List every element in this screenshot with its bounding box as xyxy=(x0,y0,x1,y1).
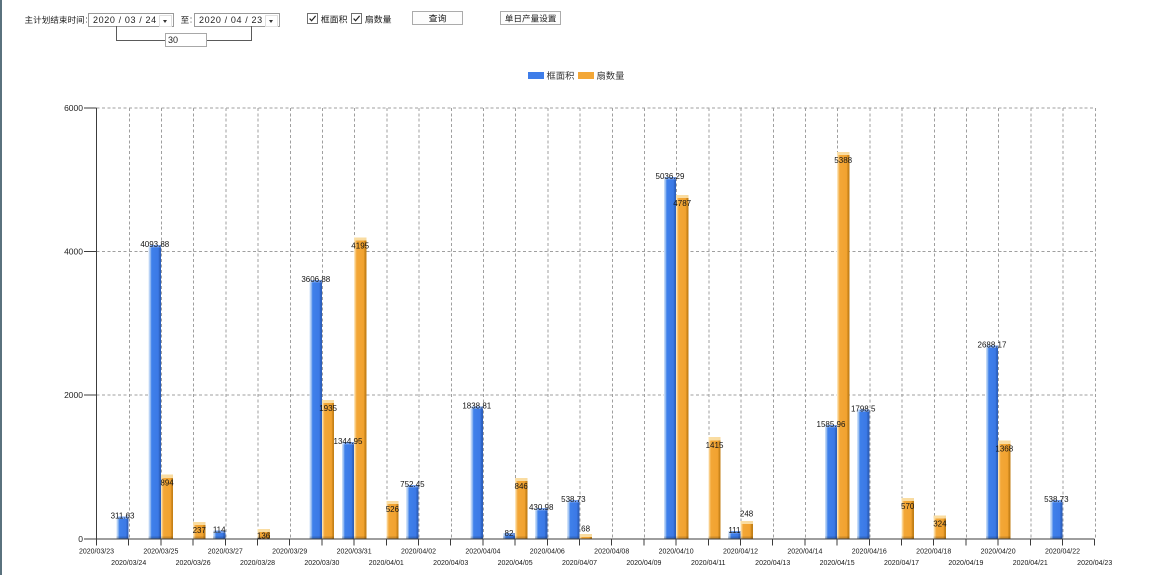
svg-text:2020/04/16: 2020/04/16 xyxy=(852,548,887,555)
svg-text:324: 324 xyxy=(933,520,947,529)
svg-text:4000: 4000 xyxy=(64,247,83,257)
svg-text:5036.29: 5036.29 xyxy=(656,172,685,181)
svg-text:2020/04/10: 2020/04/10 xyxy=(659,548,694,555)
svg-text:2020/04/08: 2020/04/08 xyxy=(594,548,629,555)
svg-text:2020/04/21: 2020/04/21 xyxy=(1013,560,1048,567)
svg-text:2020/04/04: 2020/04/04 xyxy=(465,548,500,555)
svg-text:2020/04/18: 2020/04/18 xyxy=(916,548,951,555)
svg-text:311.63: 311.63 xyxy=(111,511,135,520)
svg-text:538.73: 538.73 xyxy=(1044,495,1069,504)
svg-text:2020/04/03: 2020/04/03 xyxy=(433,560,468,567)
svg-text:1585.96: 1585.96 xyxy=(817,420,846,429)
svg-text:2020/04/17: 2020/04/17 xyxy=(884,560,919,567)
svg-text:526: 526 xyxy=(386,505,400,514)
svg-text:2020/04/23: 2020/04/23 xyxy=(1077,560,1112,567)
svg-text:2020/04/13: 2020/04/13 xyxy=(755,560,790,567)
svg-text:2000: 2000 xyxy=(64,390,83,400)
svg-text:2020/04/02: 2020/04/02 xyxy=(401,548,436,555)
svg-text:6000: 6000 xyxy=(64,103,83,113)
svg-text:237: 237 xyxy=(193,526,207,535)
svg-text::: : xyxy=(190,15,193,25)
svg-text:1798.5: 1798.5 xyxy=(851,405,876,414)
svg-text:82: 82 xyxy=(505,529,514,538)
svg-text:2020/03/28: 2020/03/28 xyxy=(240,560,275,567)
svg-text:2020/03/29: 2020/03/29 xyxy=(272,548,307,555)
svg-text:2688.17: 2688.17 xyxy=(978,341,1007,350)
svg-text:2020/04/01: 2020/04/01 xyxy=(369,560,404,567)
svg-text:1935: 1935 xyxy=(319,404,337,413)
svg-text:4787: 4787 xyxy=(673,199,691,208)
svg-text:2020/04/05: 2020/04/05 xyxy=(498,560,533,567)
svg-text:5388: 5388 xyxy=(834,156,852,165)
svg-text:114: 114 xyxy=(213,526,226,535)
svg-text::: : xyxy=(85,15,88,25)
svg-text:2020/04/14: 2020/04/14 xyxy=(787,548,822,555)
svg-text:430.98: 430.98 xyxy=(529,503,554,512)
svg-text:752.45: 752.45 xyxy=(400,480,425,489)
svg-text:4093.88: 4093.88 xyxy=(140,240,169,249)
svg-text:846: 846 xyxy=(515,482,529,491)
svg-text:2020/04/19: 2020/04/19 xyxy=(948,560,983,567)
svg-text:2020/03/25: 2020/03/25 xyxy=(143,548,178,555)
svg-text:2020/04/15: 2020/04/15 xyxy=(820,560,855,567)
svg-text:894: 894 xyxy=(160,479,174,488)
svg-text:2020/04/11: 2020/04/11 xyxy=(691,560,726,567)
svg-text:68: 68 xyxy=(581,524,590,533)
svg-text:2020/03/27: 2020/03/27 xyxy=(208,548,243,555)
svg-text:1838.81: 1838.81 xyxy=(462,402,491,411)
svg-text:2020/04/20: 2020/04/20 xyxy=(981,548,1016,555)
svg-text:2020/03/23: 2020/03/23 xyxy=(79,548,114,555)
svg-text:2020/04/07: 2020/04/07 xyxy=(562,560,597,567)
svg-text:4195: 4195 xyxy=(351,242,369,251)
svg-text:3606.88: 3606.88 xyxy=(301,275,330,284)
svg-text:570: 570 xyxy=(901,502,915,511)
svg-text:2020/04/12: 2020/04/12 xyxy=(723,548,758,555)
svg-text:2020/03/31: 2020/03/31 xyxy=(337,548,372,555)
svg-text:1415: 1415 xyxy=(706,441,724,450)
svg-text:2020/04/06: 2020/04/06 xyxy=(530,548,565,555)
svg-text:1344.95: 1344.95 xyxy=(334,437,363,446)
svg-text:0: 0 xyxy=(78,534,83,544)
svg-text:111: 111 xyxy=(728,526,741,535)
svg-text:2020/03/24: 2020/03/24 xyxy=(111,560,146,567)
svg-text:2020/04/22: 2020/04/22 xyxy=(1045,548,1080,555)
svg-text:1368: 1368 xyxy=(995,445,1013,454)
svg-text:136: 136 xyxy=(257,532,271,541)
svg-text:2020/03/30: 2020/03/30 xyxy=(304,560,339,567)
svg-text:248: 248 xyxy=(740,509,754,518)
svg-text:2020/04/09: 2020/04/09 xyxy=(626,560,661,567)
svg-text:2020/03/26: 2020/03/26 xyxy=(176,560,211,567)
svg-text:538.73: 538.73 xyxy=(561,495,586,504)
